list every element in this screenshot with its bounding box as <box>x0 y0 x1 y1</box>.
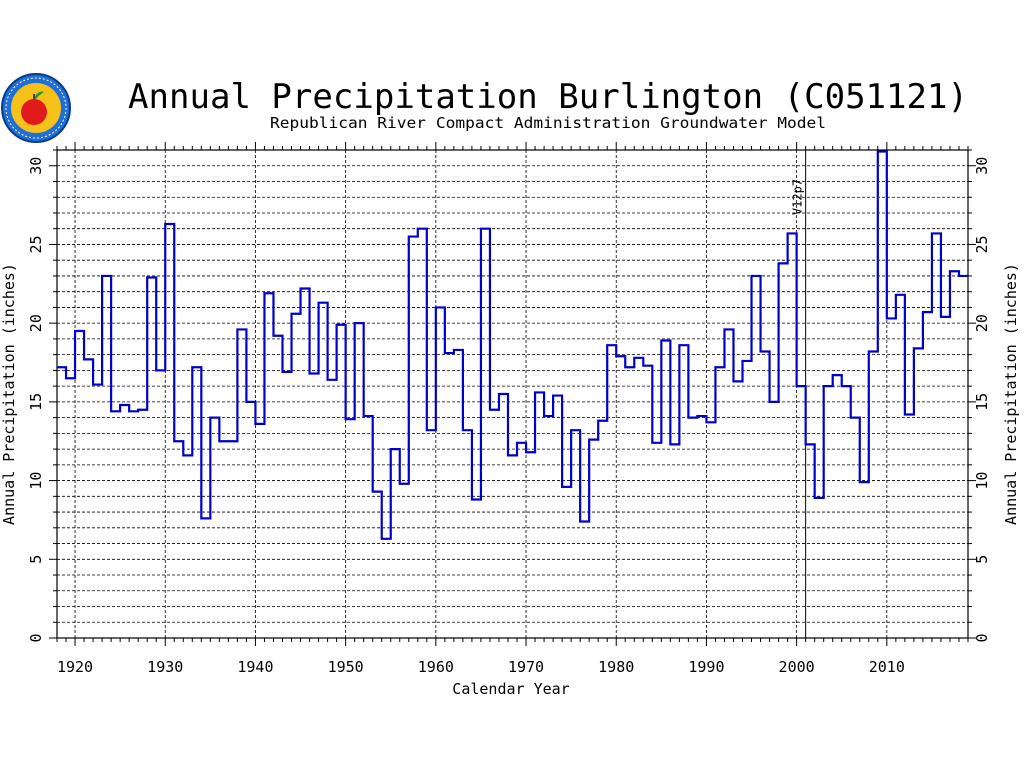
x-tick-label: 1980 <box>598 658 634 676</box>
series <box>57 150 968 540</box>
y-tick-label-left: 15 <box>27 393 45 411</box>
y-tick-label-right: 10 <box>973 472 991 490</box>
x-tick-label: 2010 <box>869 658 905 676</box>
x-tick-label: 1970 <box>508 658 544 676</box>
y-tick-label-right: 30 <box>973 157 991 175</box>
y-tick-label-left: 10 <box>27 472 45 490</box>
x-tick-label: 1950 <box>328 658 364 676</box>
y-axis-label-right: Annual Precipitation (inches) <box>1002 263 1020 525</box>
tick-labels: 1920 1930 1940 1950 1960 1970 1980 1990 2000 2010… <box>27 157 991 676</box>
x-tick-label: 1990 <box>688 658 724 676</box>
plot-frame <box>56 149 969 639</box>
chart-subtitle: Republican River Compact Administration … <box>270 114 826 132</box>
grid-lines <box>57 150 968 638</box>
y-tick-label-right: 5 <box>973 555 991 564</box>
axes <box>49 142 976 646</box>
y-tick-label-right: 20 <box>973 314 991 332</box>
y-tick-label-left: 0 <box>27 633 45 642</box>
series-line <box>57 150 968 540</box>
annotations: V12p7 <box>791 150 807 638</box>
y-tick-label-right: 25 <box>973 235 991 253</box>
x-tick-label: 1940 <box>237 658 273 676</box>
logo-seal <box>1 73 71 143</box>
y-tick-label-right: 15 <box>973 393 991 411</box>
y-axis-label-left: Annual Precipitation (inches) <box>0 263 18 525</box>
chart-title: Annual Precipitation Burlington (C051121… <box>128 77 968 117</box>
y-tick-label-left: 20 <box>27 314 45 332</box>
y-tick-label-left: 30 <box>27 157 45 175</box>
x-tick-label: 1920 <box>57 658 93 676</box>
y-tick-label-left: 5 <box>27 555 45 564</box>
x-axis-label: Calendar Year <box>452 680 569 698</box>
y-tick-label-left: 25 <box>27 235 45 253</box>
annotation-label: V12p7 <box>791 179 805 215</box>
y-tick-label-right: 0 <box>973 633 991 642</box>
x-tick-label: 1960 <box>418 658 454 676</box>
x-tick-label: 1930 <box>147 658 183 676</box>
x-tick-label: 2000 <box>779 658 815 676</box>
